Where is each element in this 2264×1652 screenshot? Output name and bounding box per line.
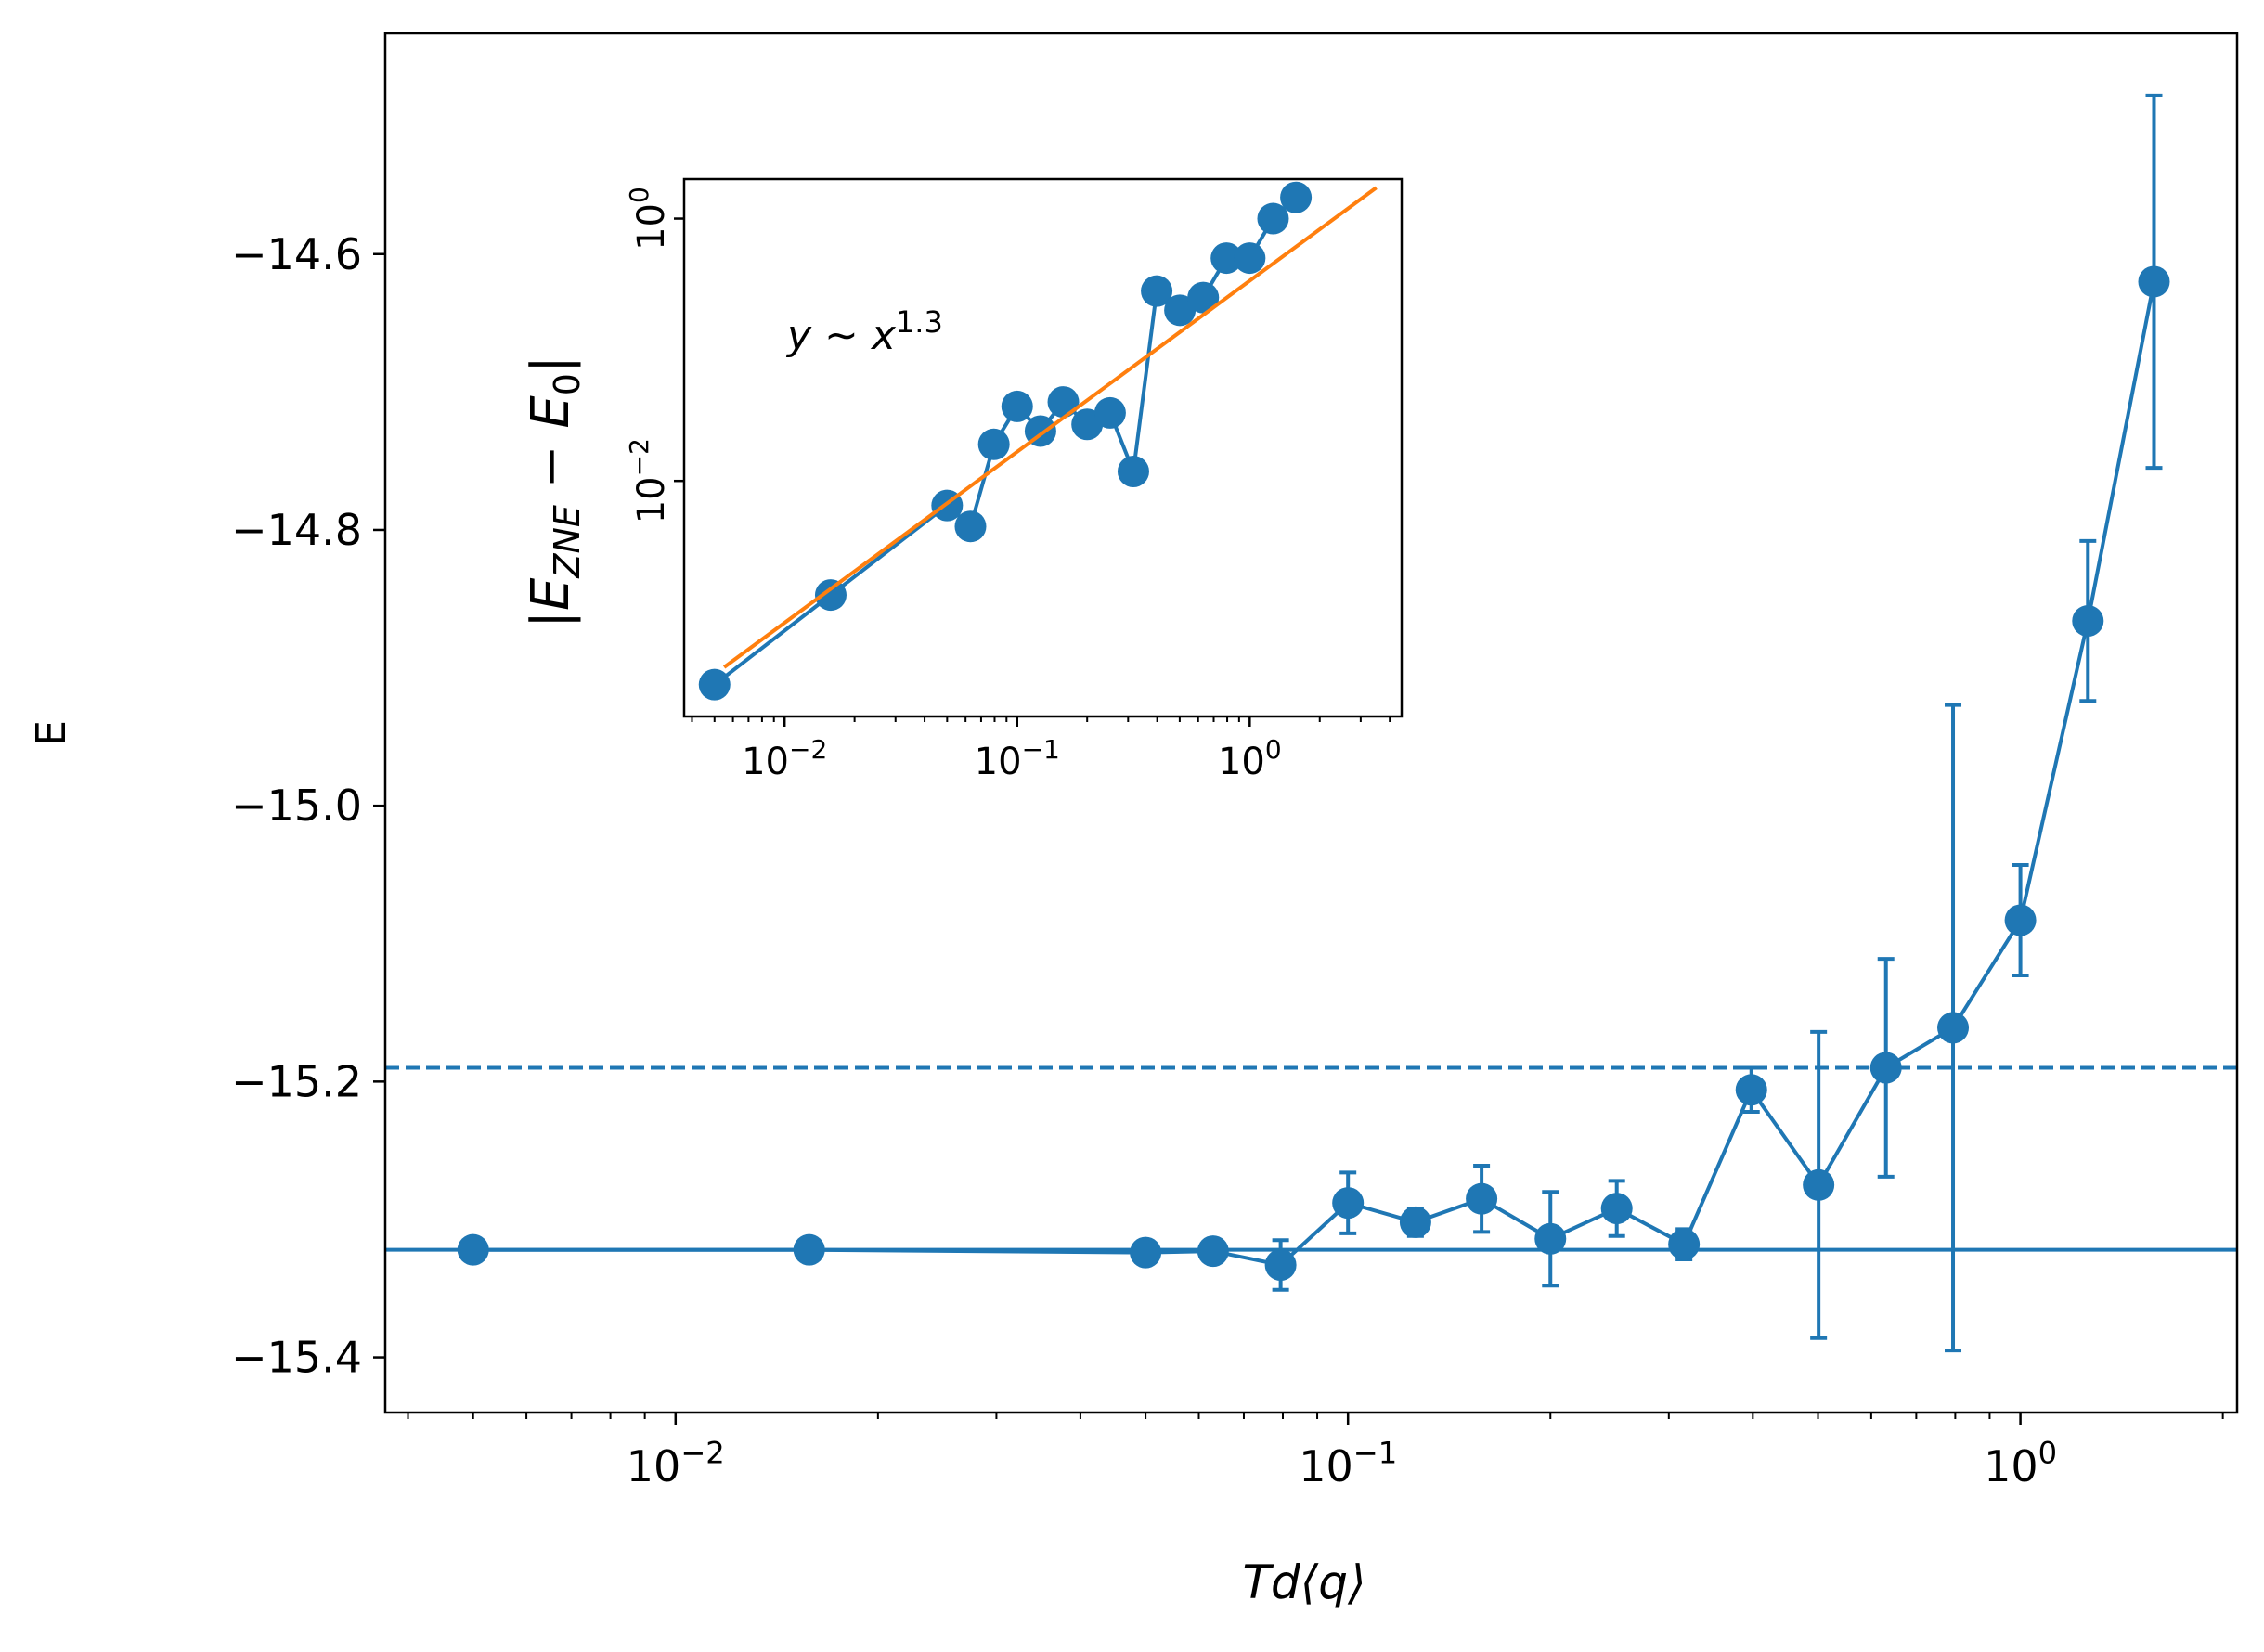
inset-data-point	[1117, 456, 1149, 488]
inset-y-tick-label-group: 10−2	[624, 438, 673, 523]
data-point	[1534, 1222, 1567, 1255]
inset-x-tick-label: 100	[1218, 734, 1282, 783]
data-point	[793, 1233, 825, 1266]
inset-data-point	[1187, 281, 1220, 314]
inset-x-tick-label: 10−1	[975, 734, 1060, 783]
data-point	[457, 1233, 489, 1266]
inset-y-tick-label: 10−2	[624, 438, 673, 523]
y-tick-label: −14.8	[231, 505, 362, 555]
inset-y-tick-label: 100	[624, 187, 673, 251]
main-axes-frame	[383, 32, 2239, 1414]
data-point	[1332, 1187, 1365, 1220]
data-point	[1668, 1228, 1701, 1260]
data-point	[1869, 1052, 1902, 1084]
inset-data-point	[954, 510, 987, 543]
inset-y-tick-label-group: 100	[624, 187, 673, 251]
inset-data-point	[1210, 242, 1243, 275]
data-point	[2138, 265, 2170, 298]
x-tick-label: 100	[1984, 1436, 2057, 1491]
main-plot-area	[385, 93, 2237, 1353]
inset-data-point	[698, 668, 731, 701]
inset-data-point	[1280, 181, 1313, 213]
inset-data-point	[1234, 242, 1266, 275]
inset-data-point	[1093, 396, 1126, 429]
data-point	[2072, 605, 2104, 638]
inset-data-point	[1001, 390, 1033, 422]
inset-data-point	[977, 428, 1010, 460]
y-tick-label: −15.2	[231, 1056, 362, 1106]
inset-x-tick-label: 10−2	[742, 734, 827, 783]
inset-axes-frame	[682, 177, 1404, 718]
inset-y-axis-label: |EZNE − E0|	[521, 355, 588, 628]
data-point	[1264, 1248, 1297, 1281]
x-tick-label: 10−2	[627, 1436, 725, 1491]
data-point	[1466, 1182, 1498, 1215]
data-point	[1600, 1193, 1633, 1225]
y-tick-label: −15.4	[231, 1333, 362, 1383]
data-point	[1937, 1012, 1970, 1044]
inset-plot-area	[698, 181, 1378, 701]
data-point	[1130, 1236, 1162, 1269]
main-x-axis-label: Td⟨q⟩	[1242, 1555, 1365, 1609]
data-point	[1399, 1206, 1431, 1238]
data-point	[1735, 1074, 1767, 1106]
y-tick-label: −14.6	[231, 229, 362, 279]
inset-annotation: y ∼ x1.3	[785, 304, 943, 359]
inset-plot: 10−2 10−1 100 10−2 100 |EZNE − E0| y ∼ x1.3	[521, 177, 1404, 783]
inset-y-axis-label-group: |EZNE − E0|	[521, 355, 588, 628]
main-y-axis-label: E	[28, 720, 75, 746]
inset-fit-line	[722, 186, 1378, 669]
inset-background	[684, 179, 1402, 716]
inset-data-point	[1164, 294, 1197, 327]
data-point	[2004, 904, 2037, 936]
data-point	[1197, 1235, 1229, 1268]
inset-data-point	[814, 579, 847, 612]
y-tick-label: −15.0	[231, 781, 362, 831]
data-point	[1803, 1168, 1835, 1201]
x-tick-label: 10−1	[1299, 1436, 1397, 1491]
inset-data-point	[1141, 275, 1173, 307]
main-plot: −14.6 −14.8 −15.0 −15.2 −15.4 10−2 10−1 100	[231, 32, 2239, 1491]
inset-data-point	[1047, 386, 1080, 419]
inset-data-point	[1257, 202, 1289, 235]
